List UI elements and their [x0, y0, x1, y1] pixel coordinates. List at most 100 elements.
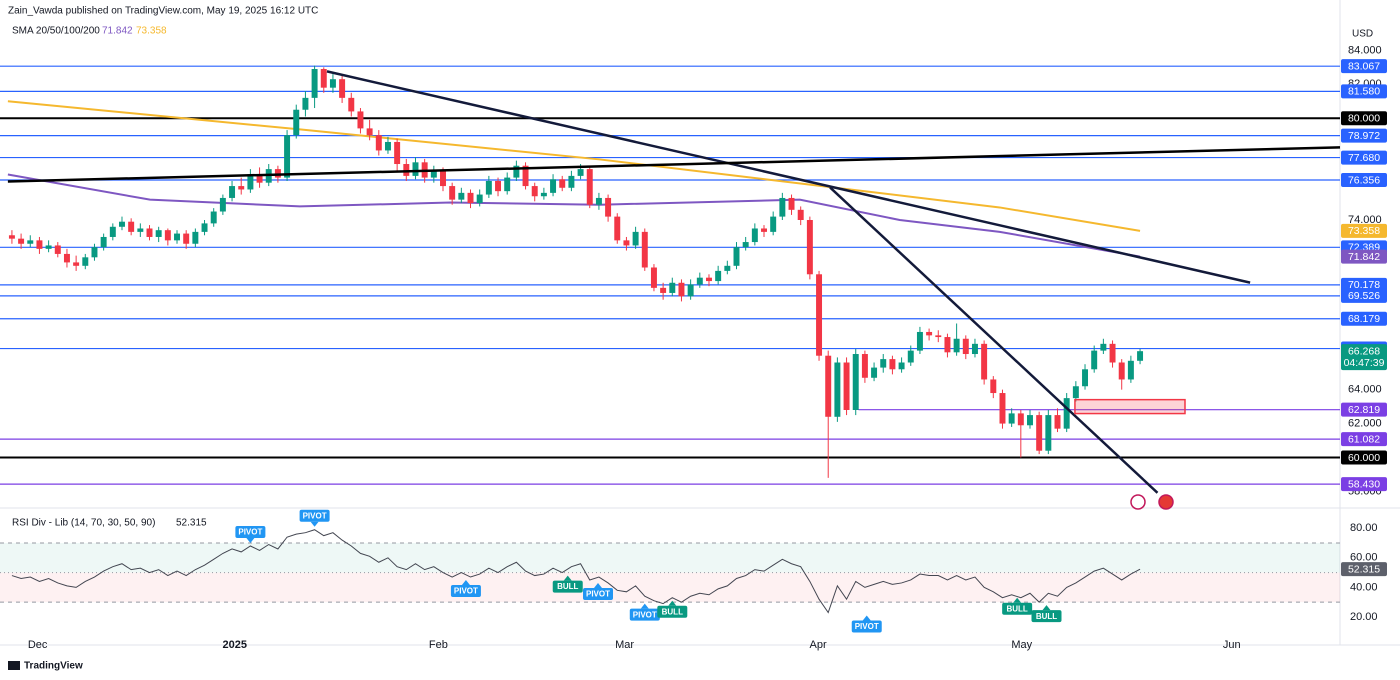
x-tick-label: Dec	[28, 639, 48, 651]
marker-pointer	[1013, 597, 1022, 603]
candle-body	[559, 179, 566, 188]
candle-body	[595, 197, 602, 205]
candle-body	[540, 192, 547, 197]
candle-body	[73, 262, 80, 266]
rsi-upper-fill	[0, 543, 1340, 573]
marker-box	[450, 585, 481, 598]
candle-body	[834, 362, 841, 417]
level-label: 69.526	[1348, 290, 1380, 302]
marker-label: BULL	[1006, 604, 1027, 613]
level-label: 80.000	[1348, 112, 1380, 124]
sma-label-box	[1341, 223, 1387, 238]
candle-body	[761, 228, 767, 232]
candle-body	[522, 165, 529, 187]
level-label-box	[1341, 150, 1387, 165]
marker-box	[235, 525, 266, 538]
candle-body	[861, 354, 868, 378]
y-tick-label: 64.000	[1348, 384, 1382, 396]
event-icon[interactable]	[1158, 494, 1174, 510]
candle-body	[284, 135, 291, 178]
candle-body	[1109, 343, 1116, 363]
candle-body	[1027, 415, 1033, 426]
marker-pointer	[668, 600, 677, 606]
level-label-box	[1341, 450, 1387, 465]
sma-label: 71.842	[1348, 251, 1380, 263]
candle-body	[614, 216, 621, 241]
marker-pointer	[246, 537, 255, 543]
level-label-box	[1341, 402, 1387, 417]
candle-body	[449, 186, 456, 200]
rsi-current-label: 52.315	[1348, 563, 1380, 575]
candle-body	[1091, 350, 1098, 370]
event-icon[interactable]	[1130, 494, 1146, 510]
candle-body	[724, 265, 731, 271]
candle-body	[825, 355, 832, 417]
candle-body	[513, 165, 520, 178]
candle-body	[550, 179, 557, 193]
candle-body	[788, 197, 795, 210]
rsi-legend: RSI Div - Lib (14, 70, 30, 50, 90)	[12, 518, 155, 529]
marker-pointer	[461, 580, 470, 586]
candle-body	[568, 175, 575, 188]
marker-box	[1002, 602, 1033, 615]
logo-mark	[8, 661, 20, 670]
candle-body	[1118, 362, 1125, 380]
candle-body	[201, 223, 208, 232]
marker-box	[657, 605, 688, 618]
candle-body	[880, 359, 887, 368]
candle-body	[705, 277, 712, 282]
rsi-legend-value: 52.315	[176, 518, 207, 529]
candle-body	[467, 192, 474, 204]
candle-body	[128, 221, 135, 232]
level-label-box	[1341, 128, 1387, 143]
candle-body	[852, 354, 859, 410]
marker-pointer	[640, 603, 649, 609]
candle-body	[348, 97, 355, 112]
marker-label: PIVOT	[855, 622, 879, 631]
level-label-box	[1341, 111, 1387, 126]
level-label-box	[1341, 288, 1387, 303]
candle-body	[504, 177, 511, 192]
x-tick-label: Feb	[429, 639, 448, 651]
level-label-box	[1341, 477, 1387, 492]
candle-body	[192, 231, 199, 244]
candle-body	[82, 257, 89, 266]
marker-pointer	[1042, 605, 1051, 611]
marker-box	[629, 608, 660, 621]
candle-body	[164, 230, 171, 241]
candle-body	[733, 247, 740, 266]
candle-body	[742, 242, 749, 248]
candle-body	[531, 186, 538, 197]
candle-body	[687, 284, 694, 297]
x-tick-label: May	[1011, 639, 1032, 651]
candle-body	[440, 170, 446, 187]
candle-body	[36, 240, 43, 249]
marker-label: BULL	[557, 582, 578, 591]
candle-body	[1045, 415, 1052, 451]
candle-body	[1054, 415, 1061, 429]
candle-body	[935, 335, 942, 338]
candle-body	[256, 174, 263, 183]
marker-label: PIVOT	[586, 590, 610, 599]
marker-box	[1031, 610, 1062, 623]
candle-body	[229, 186, 236, 198]
candle-body	[27, 240, 34, 244]
candle-body	[1127, 360, 1134, 380]
level-label: 68.179	[1348, 313, 1380, 325]
countdown-label: 04:47:39	[1344, 357, 1385, 369]
candle-body	[339, 79, 346, 98]
candle-body	[495, 180, 502, 192]
candle-body	[623, 240, 630, 246]
trendline	[326, 70, 1251, 284]
candle-body	[485, 180, 492, 195]
candle-body	[898, 362, 905, 370]
footer-logo: TradingView	[8, 661, 83, 672]
candle-body	[109, 226, 116, 237]
candle-body	[577, 169, 584, 176]
candle-body	[770, 216, 777, 232]
level-label: 78.972	[1348, 130, 1380, 142]
candle-body	[384, 141, 391, 151]
candle-body	[8, 235, 15, 239]
candle-body	[981, 343, 988, 380]
